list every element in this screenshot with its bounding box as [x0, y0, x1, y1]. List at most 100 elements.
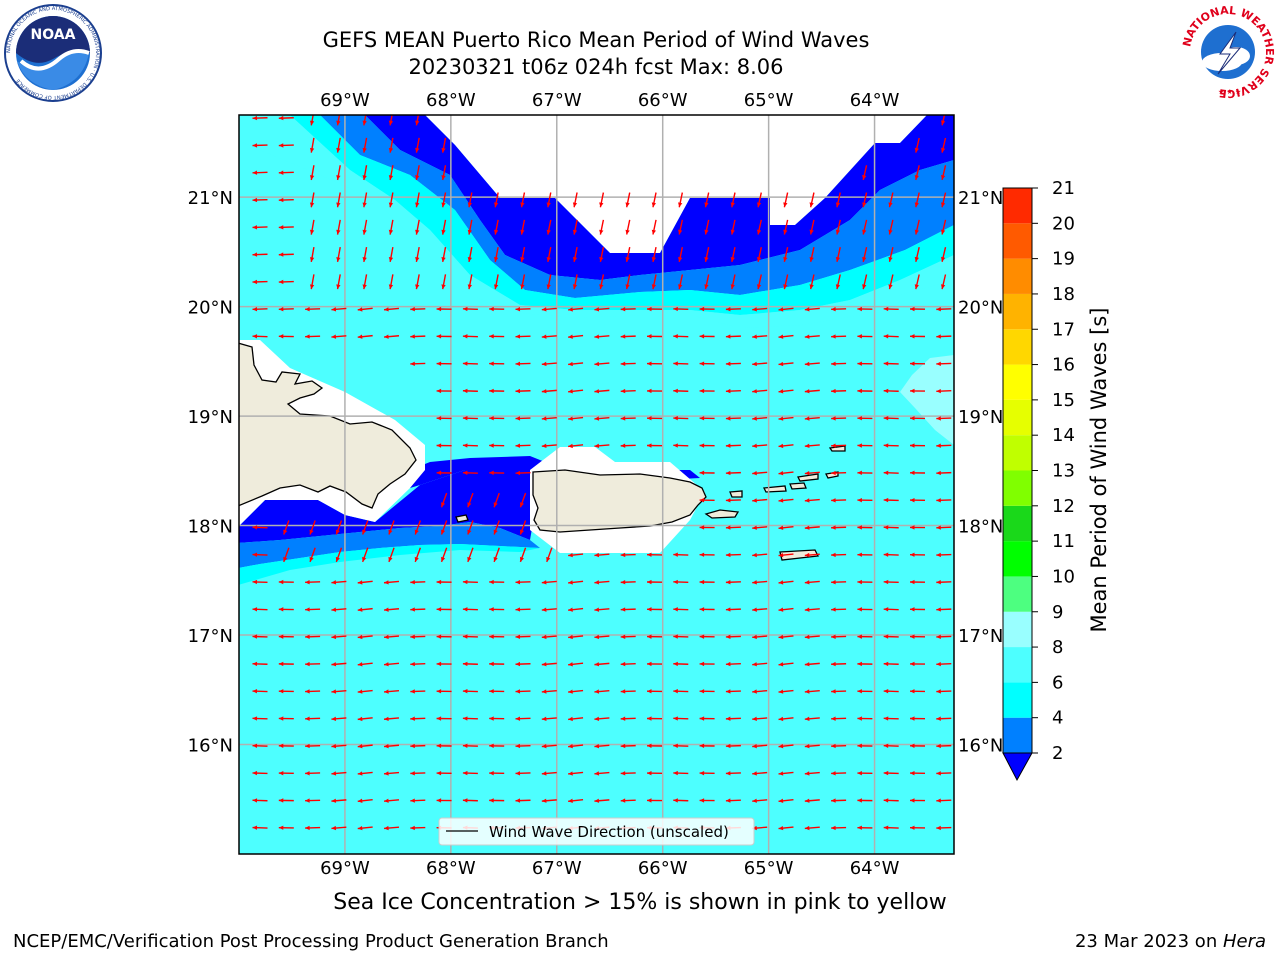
- wave-direction-arrow: [646, 306, 663, 312]
- wave-direction-arrow: [336, 137, 341, 153]
- wave-direction-arrow: [778, 607, 794, 612]
- wave-direction-arrow: [646, 689, 663, 694]
- wave-direction-arrow: [804, 334, 820, 339]
- wave-direction-arrow: [940, 137, 947, 153]
- wave-direction-arrow: [467, 247, 473, 262]
- wave-direction-arrow: [462, 661, 478, 667]
- wave-direction-arrow: [936, 798, 952, 803]
- wave-direction-arrow: [699, 579, 715, 585]
- wave-direction-arrow: [725, 416, 741, 421]
- wave-direction-arrow: [546, 274, 552, 290]
- wave-direction-arrow: [594, 580, 610, 585]
- wave-direction-arrow: [646, 552, 663, 557]
- period-band-2-4: [320, 115, 954, 298]
- wave-direction-arrow: [883, 798, 899, 803]
- wave-direction-arrow: [410, 307, 426, 312]
- wave-direction-arrow: [594, 689, 610, 694]
- wave-direction-arrow: [309, 165, 315, 181]
- wave-direction-arrow: [305, 307, 321, 312]
- wave-direction-arrow: [752, 634, 768, 640]
- wave-direction-arrow: [725, 552, 741, 558]
- wave-direction-arrow: [804, 634, 820, 640]
- wave-direction-arrow: [283, 520, 290, 535]
- wave-direction-arrow: [309, 274, 315, 290]
- wave-direction-arrow: [568, 607, 584, 612]
- wave-direction-arrow: [909, 825, 926, 830]
- wave-direction-arrow: [778, 498, 794, 503]
- wave-direction-arrow: [336, 192, 341, 208]
- wave-direction-arrow: [568, 416, 584, 421]
- wave-direction-arrow: [646, 334, 663, 339]
- wave-direction-arrow: [756, 192, 762, 208]
- wave-direction-arrow: [309, 192, 315, 208]
- lat-label-right: 17°N: [958, 626, 1003, 647]
- wave-direction-arrow: [909, 579, 926, 585]
- colorbar-block: [1003, 329, 1032, 365]
- wave-direction-arrow: [783, 247, 789, 262]
- wave-direction-arrow: [383, 334, 400, 339]
- wave-direction-arrow: [493, 247, 499, 262]
- wave-direction-arrow: [883, 388, 899, 394]
- wind-wave-direction-arrows: [252, 115, 952, 831]
- wave-direction-arrow: [909, 716, 926, 721]
- wave-direction-arrow: [835, 219, 841, 235]
- wave-direction-arrow: [568, 716, 584, 722]
- lat-label-right: 16°N: [958, 736, 1003, 757]
- colorbar-block: [1003, 541, 1032, 577]
- wave-direction-arrow: [278, 770, 294, 776]
- lat-label-right: 18°N: [958, 517, 1003, 538]
- wave-direction-arrow: [725, 716, 741, 721]
- wave-direction-arrow: [699, 306, 715, 312]
- period-band-2-4-south: [239, 522, 540, 568]
- wave-direction-arrow: [546, 247, 552, 262]
- wave-direction-arrow: [520, 192, 526, 208]
- wave-direction-arrow: [568, 307, 584, 312]
- wave-direction-arrow: [857, 661, 873, 667]
- wave-direction-arrow: [252, 798, 268, 803]
- wave-direction-arrow: [752, 607, 768, 612]
- wave-direction-arrow: [415, 165, 420, 181]
- wave-direction-arrow: [940, 165, 947, 181]
- wave-direction-arrow: [383, 634, 400, 640]
- wave-direction-arrow: [410, 634, 426, 639]
- wave-direction-arrow: [415, 274, 420, 290]
- lon-label-top: 66°W: [638, 90, 688, 111]
- wave-direction-arrow: [678, 219, 684, 235]
- wave-direction-arrow: [410, 771, 426, 776]
- wave-direction-arrow: [278, 197, 294, 203]
- wave-direction-arrow: [756, 274, 762, 290]
- wave-direction-arrow: [620, 607, 636, 612]
- wave-direction-arrow: [646, 443, 663, 448]
- wave-direction-arrow: [725, 661, 741, 667]
- wave-direction-arrow: [940, 247, 947, 262]
- wave-direction-arrow: [599, 219, 605, 235]
- wave-direction-arrow: [252, 334, 268, 339]
- wave-direction-arrow: [730, 247, 736, 262]
- colorbar-block: [1003, 223, 1032, 259]
- wave-direction-arrow: [862, 219, 868, 235]
- wave-direction-arrow: [883, 716, 899, 721]
- wave-direction-arrow: [857, 525, 873, 530]
- colorbar-ticks: 2 4 6 8 9 10 11 12 13 14 15 16 17 18 19 20 21: [1032, 178, 1075, 764]
- wave-direction-arrow: [804, 689, 820, 694]
- legend-label: Wind Wave Direction (unscaled): [489, 823, 729, 841]
- wave-direction-arrow: [678, 247, 684, 262]
- wave-direction-arrow: [436, 634, 452, 639]
- wave-direction-arrow: [752, 798, 768, 803]
- wave-direction-arrow: [462, 770, 478, 776]
- wave-direction-arrow: [673, 388, 689, 394]
- wave-direction-arrow: [725, 689, 741, 694]
- wave-direction-arrow: [515, 470, 531, 476]
- wave-direction-arrow: [541, 416, 557, 421]
- wave-direction-arrow: [699, 770, 715, 776]
- wave-direction-arrow: [673, 770, 689, 776]
- wave-direction-arrow: [278, 689, 294, 694]
- wave-direction-arrow: [752, 743, 768, 749]
- wave-direction-arrow: [673, 579, 689, 585]
- wave-direction-arrow: [673, 661, 689, 667]
- colorbar-block: [1003, 364, 1032, 400]
- wave-direction-arrow: [331, 607, 347, 612]
- wave-direction-arrow: [515, 388, 531, 394]
- wave-direction-arrow: [410, 798, 426, 803]
- wave-direction-arrow: [489, 689, 505, 694]
